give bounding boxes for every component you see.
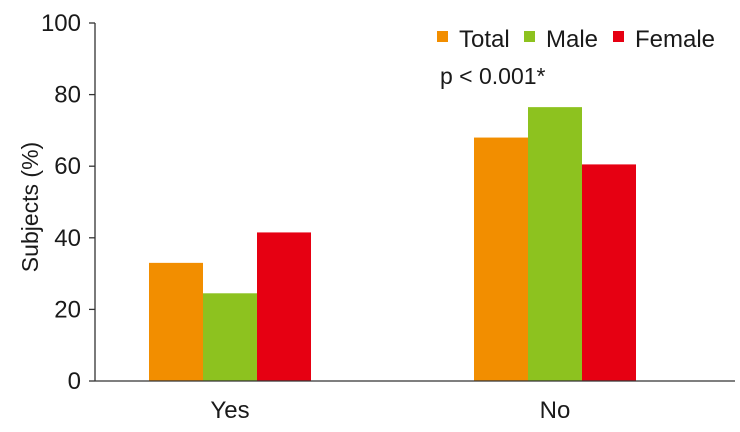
- y-tick-label: 100: [41, 10, 81, 37]
- legend-swatch-total: [437, 31, 448, 42]
- legend-label-total: Total: [459, 26, 510, 53]
- legend-swatch-female: [613, 31, 624, 42]
- y-axis-title: Subjects (%): [17, 142, 43, 272]
- legend: Total Male Female: [437, 26, 715, 53]
- bar-male-yes: [203, 293, 257, 381]
- legend-label-female: Female: [635, 26, 715, 53]
- x-tick-label: Yes: [210, 397, 249, 424]
- x-axis-labels: Yes No: [210, 397, 570, 424]
- p-value-annotation: p < 0.001*: [440, 63, 546, 89]
- bars: [149, 107, 636, 381]
- bar-male-no: [528, 107, 582, 381]
- y-tick-label: 20: [54, 296, 81, 323]
- y-axis-ticks: 0 20 40 60 80 100: [41, 10, 95, 395]
- y-tick-label: 0: [68, 368, 81, 395]
- y-tick-label: 60: [54, 153, 81, 180]
- bar-female-no: [582, 164, 636, 381]
- bar-total-no: [474, 137, 528, 381]
- bar-female-yes: [257, 232, 311, 381]
- legend-swatch-male: [524, 31, 535, 42]
- x-tick-label: No: [540, 397, 571, 424]
- y-tick-label: 80: [54, 82, 81, 109]
- y-tick-label: 40: [54, 225, 81, 252]
- legend-label-male: Male: [546, 26, 598, 53]
- bar-total-yes: [149, 262, 203, 381]
